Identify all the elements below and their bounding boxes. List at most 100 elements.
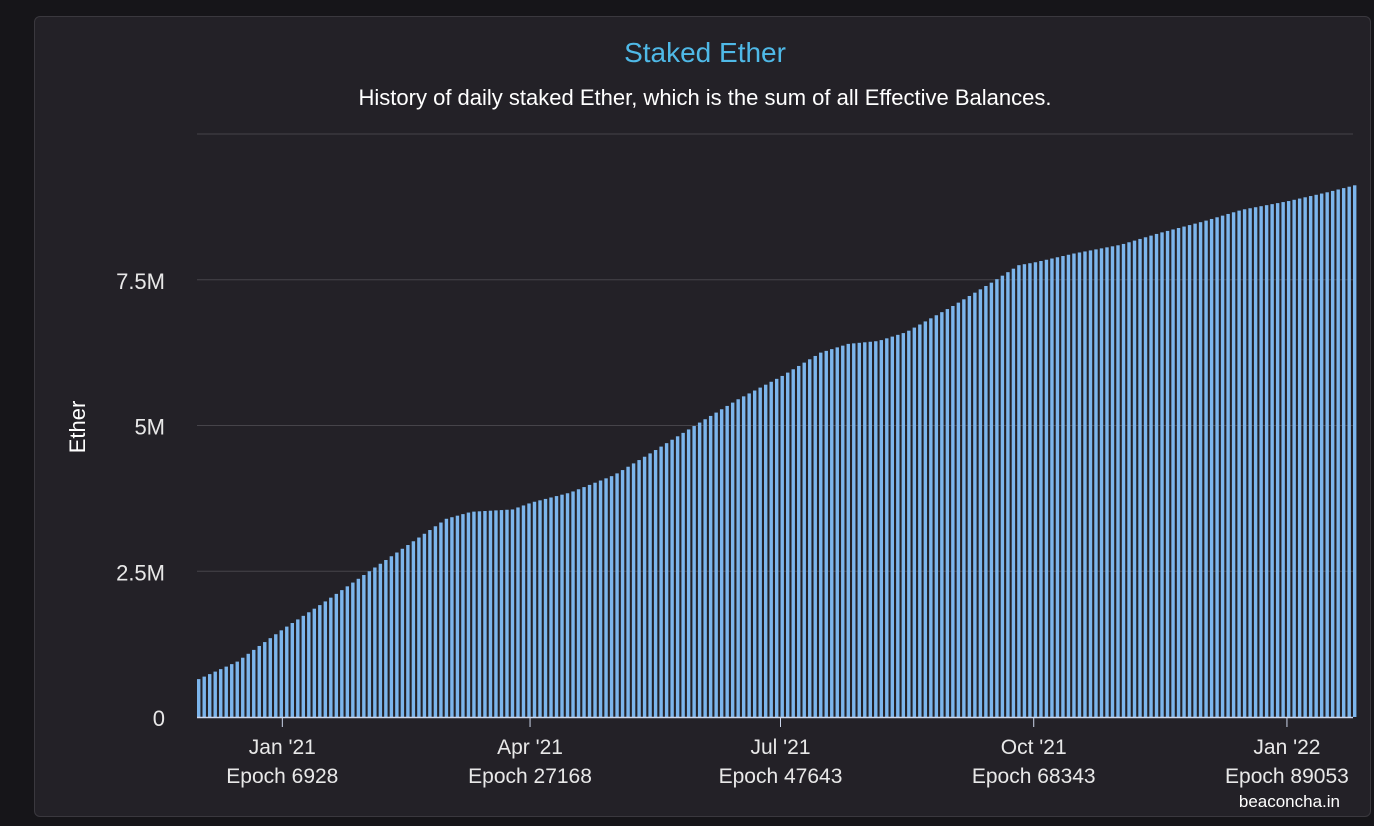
bar[interactable] xyxy=(1286,201,1291,718)
bar[interactable] xyxy=(769,381,773,717)
bar[interactable] xyxy=(978,289,983,717)
bar[interactable] xyxy=(1143,237,1148,717)
bar[interactable] xyxy=(835,347,839,717)
bar[interactable] xyxy=(587,484,592,717)
bar[interactable] xyxy=(775,378,779,717)
bar[interactable] xyxy=(1028,263,1032,717)
bar[interactable] xyxy=(378,563,383,717)
bar[interactable] xyxy=(1336,189,1340,718)
bar[interactable] xyxy=(384,560,388,717)
bar[interactable] xyxy=(1176,228,1181,718)
bar[interactable] xyxy=(934,315,939,717)
bar[interactable] xyxy=(230,664,234,717)
bar[interactable] xyxy=(648,453,652,717)
bar[interactable] xyxy=(736,399,740,717)
bar[interactable] xyxy=(494,510,498,717)
bar[interactable] xyxy=(857,342,861,717)
bar[interactable] xyxy=(874,341,878,717)
bar[interactable] xyxy=(670,439,674,717)
bar[interactable] xyxy=(940,312,944,717)
bar[interactable] xyxy=(323,601,328,717)
bar[interactable] xyxy=(1127,242,1131,717)
bar[interactable] xyxy=(241,657,245,717)
bar[interactable] xyxy=(373,567,377,717)
bar[interactable] xyxy=(329,597,333,717)
bar[interactable] xyxy=(1165,230,1170,717)
bar[interactable] xyxy=(1253,207,1258,717)
bar[interactable] xyxy=(263,642,267,717)
bar[interactable] xyxy=(604,478,608,717)
bar[interactable] xyxy=(808,359,812,717)
bar[interactable] xyxy=(307,612,311,717)
bar[interactable] xyxy=(340,590,344,717)
bar[interactable] xyxy=(356,578,361,717)
bar[interactable] xyxy=(1308,196,1313,717)
bar[interactable] xyxy=(1314,194,1318,717)
bar[interactable] xyxy=(268,638,272,717)
bar[interactable] xyxy=(345,586,350,717)
bar[interactable] xyxy=(681,432,685,717)
bar[interactable] xyxy=(747,393,751,717)
bar[interactable] xyxy=(819,352,823,717)
bar[interactable] xyxy=(885,338,889,717)
bar[interactable] xyxy=(830,349,834,717)
bar[interactable] xyxy=(1121,243,1126,718)
bar[interactable] xyxy=(274,634,278,717)
bar[interactable] xyxy=(703,419,707,717)
bar[interactable] xyxy=(516,507,520,717)
bar[interactable] xyxy=(752,390,757,717)
bar[interactable] xyxy=(411,541,416,717)
bar[interactable] xyxy=(730,402,735,717)
bar[interactable] xyxy=(351,582,355,717)
bar[interactable] xyxy=(499,510,504,717)
bar[interactable] xyxy=(466,512,471,717)
bar[interactable] xyxy=(890,336,895,717)
bar[interactable] xyxy=(1242,209,1247,718)
bar[interactable] xyxy=(565,493,570,717)
bar[interactable] xyxy=(433,526,438,717)
bar[interactable] xyxy=(780,375,784,717)
bar[interactable] xyxy=(1319,193,1324,717)
bar[interactable] xyxy=(741,396,746,717)
bar[interactable] xyxy=(257,645,261,717)
bar[interactable] xyxy=(929,318,933,717)
bar[interactable] xyxy=(224,666,228,717)
bar[interactable] xyxy=(455,515,460,717)
bar[interactable] xyxy=(395,552,399,717)
bar[interactable] xyxy=(692,426,696,717)
bar[interactable] xyxy=(659,446,663,717)
bar[interactable] xyxy=(1116,245,1120,717)
bar[interactable] xyxy=(852,343,856,717)
bar[interactable] xyxy=(637,460,641,717)
bar[interactable] xyxy=(406,545,410,717)
bar[interactable] xyxy=(1022,264,1027,717)
bar[interactable] xyxy=(208,674,212,717)
bar[interactable] xyxy=(923,321,928,717)
bar[interactable] xyxy=(1061,256,1065,717)
bar[interactable] xyxy=(708,415,713,717)
bar[interactable] xyxy=(334,593,339,717)
bar[interactable] xyxy=(664,443,669,717)
bar[interactable] xyxy=(400,548,405,717)
bar[interactable] xyxy=(962,299,966,717)
bar[interactable] xyxy=(1325,192,1329,718)
bar[interactable] xyxy=(483,511,487,717)
bar[interactable] xyxy=(367,571,372,717)
bar[interactable] xyxy=(1099,248,1104,717)
bar[interactable] xyxy=(907,330,911,717)
bar[interactable] xyxy=(863,342,867,717)
bar[interactable] xyxy=(626,466,630,717)
bar[interactable] xyxy=(593,482,597,717)
bar[interactable] xyxy=(1083,251,1087,718)
bar[interactable] xyxy=(219,669,223,717)
bar[interactable] xyxy=(510,509,515,717)
bar[interactable] xyxy=(631,463,636,717)
bar[interactable] xyxy=(1353,185,1357,717)
bar[interactable] xyxy=(197,679,201,717)
bar[interactable] xyxy=(362,575,366,717)
bar[interactable] xyxy=(675,436,680,717)
bar[interactable] xyxy=(686,429,691,717)
bar[interactable] xyxy=(697,422,702,717)
bar[interactable] xyxy=(1209,218,1214,718)
bar[interactable] xyxy=(532,501,537,717)
